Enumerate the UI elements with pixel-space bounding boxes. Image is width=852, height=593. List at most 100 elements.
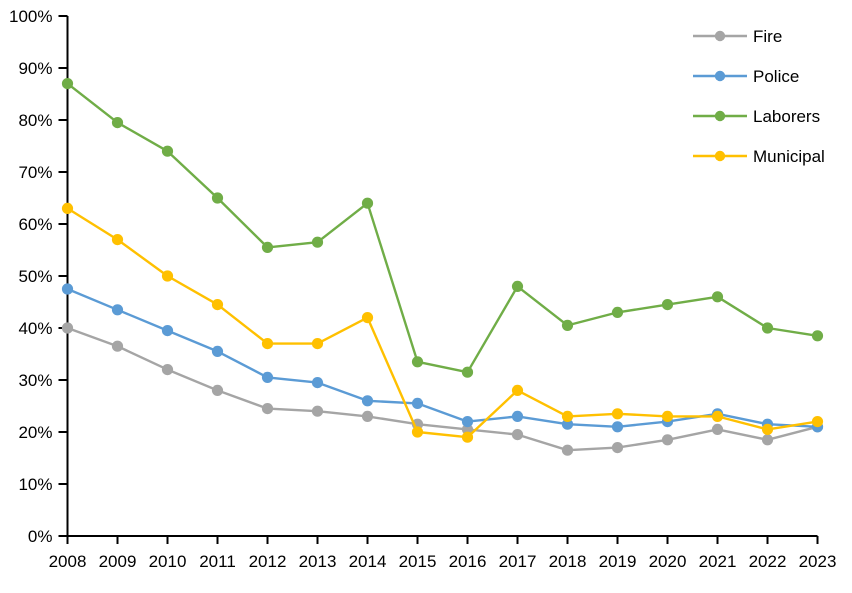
marker-laborers-2015 <box>411 356 424 368</box>
marker-municipal-2014 <box>361 312 374 324</box>
legend-marker-municipal <box>714 150 726 162</box>
marker-police-2011 <box>211 345 224 357</box>
marker-municipal-2017 <box>511 384 524 396</box>
marker-police-2013 <box>311 377 324 389</box>
marker-municipal-2018 <box>561 410 574 422</box>
marker-municipal-2011 <box>211 299 224 311</box>
legend-label-laborers: Laborers <box>753 107 820 126</box>
y-axis-tick-label: 100% <box>9 7 52 26</box>
marker-laborers-2017 <box>511 280 524 292</box>
marker-police-2009 <box>111 304 124 316</box>
marker-laborers-2008 <box>61 78 74 90</box>
marker-municipal-2015 <box>411 426 424 438</box>
series-municipal <box>61 202 824 443</box>
marker-fire-2016 <box>461 423 474 435</box>
x-axis-tick-label: 2008 <box>49 552 87 571</box>
y-axis-tick-label: 0% <box>28 527 53 546</box>
marker-fire-2020 <box>661 434 674 446</box>
marker-police-2014 <box>361 395 374 407</box>
marker-fire-2022 <box>761 434 774 446</box>
series-laborers <box>61 78 824 378</box>
marker-municipal-2021 <box>711 410 724 422</box>
marker-laborers-2019 <box>611 306 624 318</box>
legend: Fire Police Laborers Municipal <box>693 27 825 166</box>
marker-municipal-2023 <box>811 416 824 428</box>
marker-police-2010 <box>161 325 174 337</box>
marker-fire-2010 <box>161 364 174 376</box>
marker-laborers-2023 <box>811 330 824 342</box>
marker-police-2017 <box>511 410 524 422</box>
legend-marker-police <box>714 70 726 82</box>
marker-fire-2019 <box>611 442 624 454</box>
series-line-police <box>66 287 819 428</box>
marker-fire-2012 <box>261 403 274 415</box>
marker-fire-2013 <box>311 405 324 417</box>
marker-municipal-2009 <box>111 234 124 246</box>
marker-municipal-2012 <box>261 338 274 350</box>
x-axis-tick-label: 2017 <box>499 552 537 571</box>
marker-municipal-2010 <box>161 270 174 282</box>
marker-laborers-2012 <box>261 241 274 253</box>
marker-municipal-2013 <box>311 338 324 350</box>
marker-police-2019 <box>611 421 624 433</box>
marker-laborers-2010 <box>161 145 174 157</box>
legend-label-municipal: Municipal <box>753 147 825 166</box>
marker-municipal-2008 <box>61 202 74 214</box>
marker-police-2016 <box>461 416 474 428</box>
y-axis-tick-label: 50% <box>18 267 52 286</box>
marker-laborers-2021 <box>711 291 724 303</box>
legend-marker-laborers <box>714 110 726 122</box>
series-line-municipal <box>66 207 819 439</box>
marker-laborers-2009 <box>111 117 124 129</box>
x-axis-tick-label: 2012 <box>249 552 287 571</box>
marker-municipal-2016 <box>461 431 474 443</box>
marker-fire-2021 <box>711 423 724 435</box>
marker-fire-2018 <box>561 444 574 456</box>
marker-municipal-2019 <box>611 408 624 420</box>
legend-label-fire: Fire <box>753 27 782 46</box>
y-axis-tick-label: 30% <box>18 371 52 390</box>
marker-fire-2008 <box>61 322 74 334</box>
marker-fire-2014 <box>361 410 374 422</box>
series-fire <box>61 322 824 456</box>
marker-municipal-2022 <box>761 423 774 435</box>
y-axis-tick-label: 60% <box>18 215 52 234</box>
marker-fire-2017 <box>511 429 524 441</box>
x-axis-tick-label: 2018 <box>549 552 587 571</box>
marker-police-2018 <box>561 418 574 430</box>
y-axis-tick-label: 70% <box>18 163 52 182</box>
marker-laborers-2011 <box>211 192 224 204</box>
legend-item-laborers: Laborers <box>693 107 820 126</box>
series-line-fire <box>66 326 819 452</box>
x-axis-tick-label: 2014 <box>349 552 387 571</box>
marker-laborers-2020 <box>661 299 674 311</box>
marker-laborers-2018 <box>561 319 574 331</box>
legend-item-police: Police <box>693 67 799 86</box>
x-axis-tick-label: 2020 <box>649 552 687 571</box>
y-axis-tick-label: 10% <box>18 475 52 494</box>
y-axis-tick-label: 40% <box>18 319 52 338</box>
marker-police-2015 <box>411 397 424 409</box>
x-axis-tick-label: 2009 <box>99 552 137 571</box>
x-axis-tick-label: 2016 <box>449 552 487 571</box>
marker-laborers-2022 <box>761 322 774 334</box>
marker-fire-2009 <box>111 340 124 352</box>
legend-marker-fire <box>714 30 726 42</box>
series-police <box>61 283 824 433</box>
x-axis-tick-label: 2010 <box>149 552 187 571</box>
y-axis-tick-label: 80% <box>18 111 52 130</box>
x-axis-tick-label: 2015 <box>399 552 437 571</box>
x-axis-tick-label: 2013 <box>299 552 337 571</box>
x-axis-tick-label: 2021 <box>699 552 737 571</box>
marker-laborers-2016 <box>461 366 474 378</box>
marker-laborers-2013 <box>311 236 324 248</box>
x-axis-tick-label: 2023 <box>799 552 837 571</box>
marker-laborers-2014 <box>361 197 374 209</box>
marker-fire-2011 <box>211 384 224 396</box>
marker-police-2012 <box>261 371 274 383</box>
x-axis-tick-label: 2022 <box>749 552 787 571</box>
y-axis-tick-label: 20% <box>18 423 52 442</box>
legend-item-fire: Fire <box>693 27 782 46</box>
